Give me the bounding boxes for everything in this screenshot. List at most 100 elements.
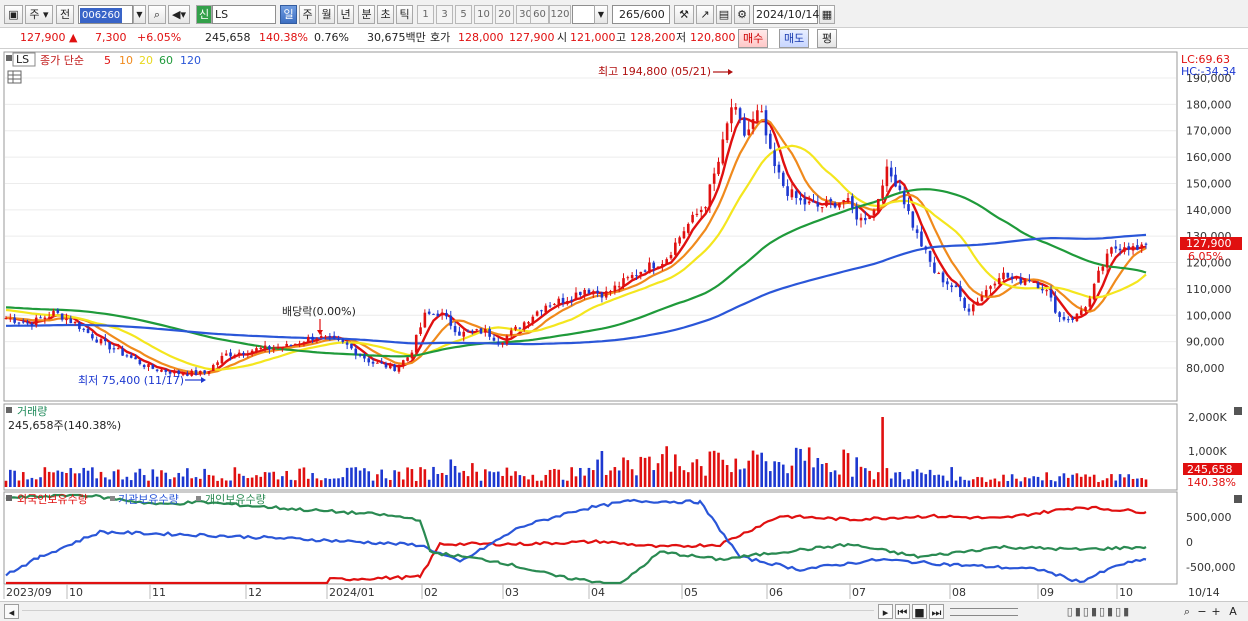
speaker-icon[interactable]: ◀▾ bbox=[168, 5, 190, 24]
volume-bar bbox=[924, 474, 928, 487]
candle-body bbox=[928, 250, 932, 262]
volume-bar bbox=[535, 480, 539, 487]
save-icon[interactable]: ▤ bbox=[716, 5, 732, 24]
x-label: 08 bbox=[952, 586, 966, 599]
period-day-tab[interactable]: 일 bbox=[280, 5, 297, 24]
candle-body bbox=[570, 299, 573, 301]
volume-bar bbox=[553, 468, 556, 487]
interval-3[interactable]: 3 bbox=[436, 5, 453, 24]
candle-body bbox=[816, 202, 820, 207]
volume-bar bbox=[518, 475, 522, 487]
date-input[interactable]: 2024/10/14 bbox=[753, 5, 819, 24]
interval-60[interactable]: 60 bbox=[530, 5, 549, 24]
interval-5[interactable]: 5 bbox=[455, 5, 472, 24]
period-week-tab[interactable]: 주 bbox=[299, 5, 316, 24]
calendar-icon[interactable]: ▦ bbox=[819, 5, 835, 24]
interval-20[interactable]: 20 bbox=[495, 5, 514, 24]
period-minute-tab[interactable]: 분 bbox=[358, 5, 375, 24]
candle-body bbox=[1058, 312, 1061, 317]
volume-bar bbox=[207, 474, 211, 487]
candle-body bbox=[263, 345, 267, 350]
interval-10[interactable]: 10 bbox=[474, 5, 493, 24]
average-button[interactable]: 평 bbox=[817, 29, 838, 48]
price-tick: 190,000 bbox=[1186, 72, 1232, 85]
candle-body bbox=[941, 272, 945, 283]
volume-bar bbox=[816, 457, 820, 487]
stop-icon[interactable]: ■ bbox=[912, 604, 927, 619]
volume-pane-menu-icon[interactable] bbox=[6, 407, 12, 413]
candle-body bbox=[682, 231, 686, 239]
holdings-pane-close-icon[interactable] bbox=[1234, 495, 1242, 503]
code-dropdown-icon[interactable]: ▼ bbox=[133, 5, 146, 24]
volume-bar bbox=[1079, 476, 1083, 487]
period-month-tab[interactable]: 월 bbox=[318, 5, 335, 24]
candle-body bbox=[138, 359, 142, 365]
candle-body bbox=[773, 150, 776, 167]
zoom-in-icon[interactable]: + bbox=[1211, 605, 1221, 618]
dividend-annotation: 배당락(0.00%) bbox=[282, 305, 356, 318]
legend-ma10: 10 bbox=[119, 54, 133, 67]
candle-body bbox=[799, 198, 802, 201]
volume-bar bbox=[168, 479, 172, 487]
zoom-slider[interactable] bbox=[950, 608, 1018, 616]
gear-icon[interactable]: ⚙ bbox=[734, 5, 750, 24]
buy-button[interactable]: 매수 bbox=[738, 29, 769, 48]
period-second-tab[interactable]: 초 bbox=[377, 5, 394, 24]
candle-body bbox=[652, 262, 656, 269]
chart-canvas[interactable]: 190,000 180,000 170,000 160,000 150,000 140,0… bbox=[0, 49, 1248, 601]
font-size-icon[interactable]: A bbox=[1229, 605, 1237, 618]
volume-bar bbox=[116, 469, 120, 487]
horizontal-scrollbar[interactable] bbox=[22, 610, 874, 612]
table-icon[interactable] bbox=[7, 70, 22, 84]
volume-bar bbox=[181, 476, 185, 487]
volume-bar bbox=[639, 456, 643, 487]
window-menu-icon[interactable]: ▣ bbox=[4, 5, 23, 24]
candle-body bbox=[1041, 289, 1044, 291]
interval-dropdown-icon[interactable]: ▼ bbox=[594, 5, 608, 24]
volume-pane-close-icon[interactable] bbox=[1234, 407, 1242, 415]
interval-120[interactable]: 120 bbox=[549, 5, 571, 24]
stock-name-field[interactable]: LS bbox=[212, 5, 276, 24]
draw-icon[interactable]: ↗ bbox=[696, 5, 714, 24]
volume-bar bbox=[505, 467, 509, 487]
search-icon[interactable]: ⌕ bbox=[148, 5, 166, 24]
scroll-left-icon[interactable]: ◂ bbox=[4, 604, 19, 619]
market-select[interactable]: 주 ▾ bbox=[25, 5, 53, 24]
holdings-pane-menu-icon[interactable] bbox=[6, 495, 12, 501]
volume-bar bbox=[9, 469, 12, 487]
interval-1[interactable]: 1 bbox=[417, 5, 434, 24]
candle-body bbox=[885, 166, 889, 187]
volume-bar bbox=[190, 478, 193, 487]
rewind-icon[interactable]: ⏮ bbox=[895, 604, 910, 619]
prev-button[interactable]: 전 bbox=[56, 5, 74, 24]
candle-body bbox=[112, 348, 116, 350]
zoom-out-icon[interactable]: − bbox=[1197, 605, 1207, 618]
candle-body bbox=[760, 111, 763, 113]
candle-body bbox=[604, 291, 608, 298]
candle-body bbox=[207, 371, 211, 374]
pane-menu-icon[interactable] bbox=[6, 55, 12, 61]
data-count-field[interactable]: 265/600 bbox=[612, 5, 670, 24]
candle-body bbox=[285, 343, 288, 347]
volume-bar bbox=[993, 478, 997, 487]
sell-button[interactable]: 매도 bbox=[779, 29, 810, 48]
period-year-tab[interactable]: 년 bbox=[337, 5, 354, 24]
forward-icon[interactable]: ⏭ bbox=[929, 604, 944, 619]
candle-body bbox=[794, 191, 798, 198]
chart-area[interactable]: 190,000 180,000 170,000 160,000 150,000 140,0… bbox=[0, 49, 1248, 601]
stock-code-input[interactable]: 006260 bbox=[78, 5, 133, 24]
legend-stock-box[interactable] bbox=[12, 52, 36, 67]
candle-body bbox=[656, 266, 660, 268]
play-icon[interactable]: ▸ bbox=[878, 604, 893, 619]
volume-current-label: 245,658 bbox=[1187, 463, 1233, 476]
period-tick-tab[interactable]: 틱 bbox=[396, 5, 413, 24]
volume-bar bbox=[211, 475, 215, 487]
tools-icon[interactable]: ⚒ bbox=[674, 5, 694, 24]
zoom-search-icon[interactable]: ⌕ bbox=[1183, 605, 1191, 618]
candle-body bbox=[160, 369, 163, 372]
candle-body bbox=[1088, 298, 1092, 307]
chart-tool-icons[interactable]: ▯▮▯▮▯▮▯▮ bbox=[1066, 605, 1132, 618]
candle-body bbox=[289, 345, 293, 347]
candle-body bbox=[354, 348, 358, 355]
candle-body bbox=[855, 206, 858, 220]
